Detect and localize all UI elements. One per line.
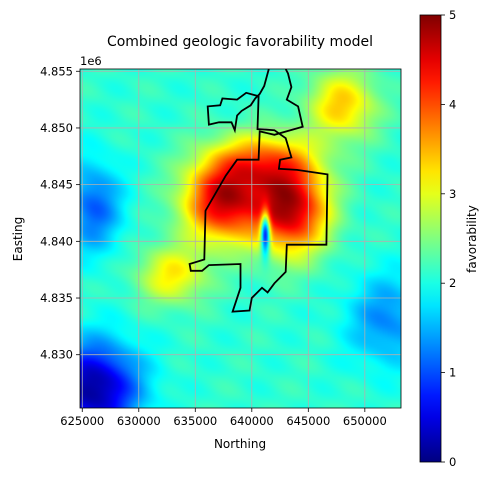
x-tick-label-2: 635000 [173,414,217,428]
y-tick-label-0: 4.830 [40,348,73,362]
colorbar [420,15,441,462]
y-tick-label-2: 4.840 [40,234,73,248]
y-axis-label: Easting [11,217,25,261]
colorbar-tick-label-5: 5 [449,8,456,22]
colorbar-tick-label-0: 0 [449,455,456,469]
colorbar-frame [419,14,442,463]
colorbar-tick-label-3: 3 [449,187,456,201]
chart-title: Combined geologic favorability model [107,34,373,50]
x-tick-label-0: 625000 [60,414,104,428]
x-tick-label-5: 650000 [343,414,387,428]
y-tick-label-1: 4.835 [40,291,73,305]
x-axis-label: Northing [214,437,266,451]
colorbar-tick-label-2: 2 [449,276,456,290]
plot-area [80,69,401,408]
x-tick-label-1: 630000 [117,414,161,428]
y-axis-ticks: 4.830 4.835 4.840 4.845 4.850 4.855 [40,64,80,362]
y-tick-label-3: 4.845 [40,178,73,192]
plot-frame [79,68,402,409]
boundary-outline [188,69,329,313]
y-tick-label-4: 4.850 [40,121,73,135]
colorbar-label: favorability [465,205,479,273]
y-offset-label: 1e6 [80,54,102,68]
grid-lines [80,69,401,408]
x-tick-label-3: 640000 [230,414,274,428]
x-tick-label-4: 645000 [286,414,330,428]
heatmap-layer [80,69,401,408]
colorbar-ticks: 0 1 2 3 4 5 [441,8,456,469]
colorbar-tick-label-4: 4 [449,97,456,111]
favorability-heatmap [80,69,401,408]
x-axis-ticks: 625000 630000 635000 640000 645000 650000 [60,408,387,428]
colorbar-tick-label-1: 1 [449,366,456,380]
y-tick-label-5: 4.855 [40,64,73,78]
